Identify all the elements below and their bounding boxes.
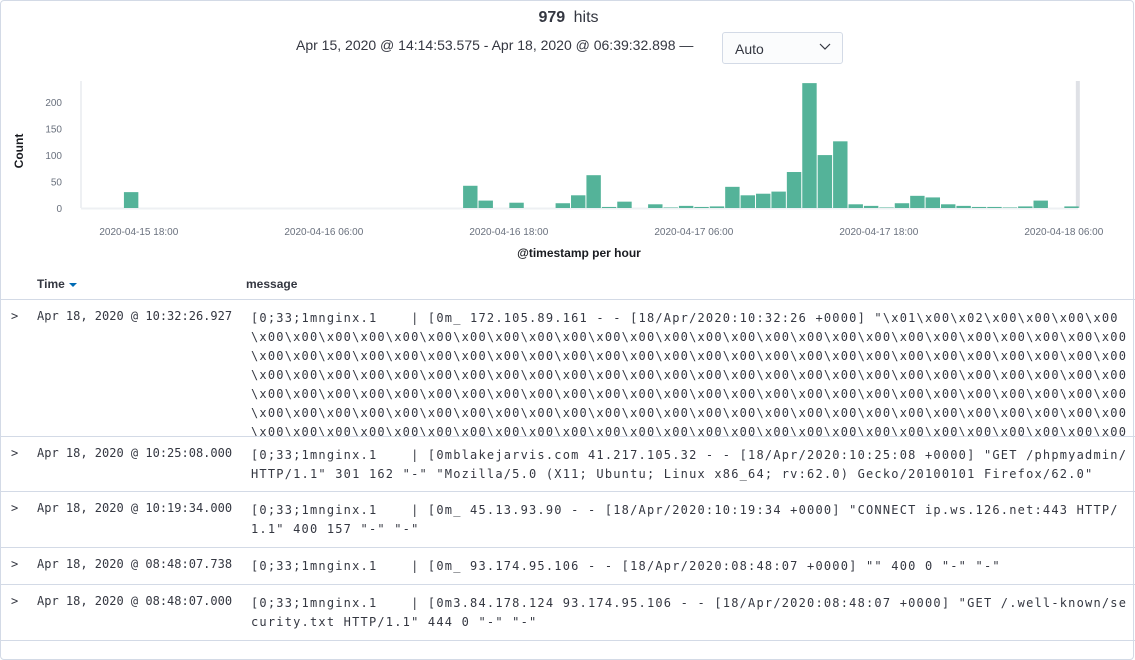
expand-row-icon[interactable]: > [11, 594, 19, 608]
histogram-bar[interactable] [1018, 206, 1033, 208]
histogram-bar[interactable] [925, 197, 941, 208]
x-tick-label: 2020-04-17 18:00 [839, 227, 918, 238]
histogram-bar[interactable] [1033, 200, 1048, 208]
y-tick-label: 100 [45, 151, 62, 162]
histogram-bar[interactable] [463, 185, 478, 208]
row-time: Apr 18, 2020 @ 10:19:34.000 [37, 501, 233, 515]
histogram-bar[interactable] [848, 204, 863, 208]
histogram-bar[interactable] [879, 207, 894, 208]
expand-row-icon[interactable]: > [11, 501, 19, 515]
row-message: [0;33;1mnginx.1 | [0m_ 93.174.95.106 - -… [251, 559, 1001, 573]
histogram-bar[interactable] [771, 191, 786, 208]
histogram-bar[interactable] [648, 204, 663, 208]
x-axis-label: @timestamp per hour [517, 246, 641, 260]
interval-value: Auto [735, 41, 764, 57]
row-message: [0;33;1mnginx.1 | [0m_ 45.13.93.90 - - [… [251, 503, 1119, 536]
table-row: > Apr 18, 2020 @ 10:19:34.000 [0;33;1mng… [1, 492, 1135, 548]
plot-area [81, 81, 1078, 208]
histogram-bar[interactable] [786, 172, 802, 208]
time-range: Apr 15, 2020 @ 14:14:53.575 - Apr 18, 20… [296, 37, 694, 53]
histogram-bar[interactable] [802, 83, 817, 208]
table-header: Time message [1, 271, 1135, 300]
histogram-bar[interactable] [956, 205, 971, 208]
histogram-bar[interactable] [694, 206, 709, 208]
column-header-message[interactable]: message [246, 277, 298, 291]
hits-label: hits [573, 9, 599, 26]
expand-row-icon[interactable]: > [11, 557, 19, 571]
interval-select[interactable]: Auto [722, 32, 843, 64]
histogram-bar[interactable] [1064, 206, 1079, 208]
range-end-marker [1075, 81, 1080, 208]
histogram-bar[interactable] [509, 202, 524, 208]
table-row: > Apr 18, 2020 @ 10:32:26.927 [0;33;1mng… [1, 300, 1135, 437]
histogram-bar[interactable] [987, 206, 1002, 208]
row-time: Apr 18, 2020 @ 08:48:07.000 [37, 594, 233, 608]
histogram-bar[interactable] [725, 186, 740, 208]
table-row: > Apr 18, 2020 @ 10:25:08.000 [0;33;1mng… [1, 437, 1135, 492]
histogram-bar[interactable] [123, 192, 139, 208]
table-row: > Apr 18, 2020 @ 08:48:07.738 [0;33;1mng… [1, 548, 1135, 585]
histogram-bar[interactable] [586, 175, 601, 208]
table-row: > Apr 18, 2020 @ 08:48:07.000 [0;33;1mng… [1, 585, 1135, 641]
hits-count: 979 [538, 9, 566, 26]
x-tick-label: 2020-04-18 06:00 [1024, 227, 1103, 238]
histogram-bar[interactable] [941, 204, 956, 208]
histogram-bar[interactable] [663, 207, 678, 208]
x-tick-label: 2020-04-16 18:00 [469, 227, 548, 238]
x-tick-label: 2020-04-17 06:00 [654, 227, 733, 238]
histogram-chart[interactable]: 0 50 100 150 200 2020-04-15 18:00 2020-04-16 0… [1, 71, 1135, 266]
histogram-bar[interactable] [756, 193, 771, 208]
hits-counter: 979 hits [1, 9, 1135, 27]
row-message: [0;33;1mnginx.1 | [0m3.84.178.124 93.174… [251, 596, 1128, 629]
histogram-bar[interactable] [601, 206, 617, 208]
row-time: Apr 18, 2020 @ 10:32:26.927 [37, 309, 233, 323]
x-tick-label: 2020-04-16 06:00 [284, 227, 363, 238]
histogram-bar[interactable] [709, 206, 725, 208]
histogram-bar[interactable] [1002, 207, 1018, 208]
histogram-bar[interactable] [833, 141, 848, 208]
y-tick-label: 50 [51, 178, 63, 189]
histogram-bar[interactable] [555, 203, 571, 208]
histogram-bar[interactable] [817, 155, 833, 208]
y-tick-label: 200 [45, 98, 62, 109]
histogram-bar[interactable] [678, 205, 694, 208]
histogram-bar[interactable] [740, 195, 756, 208]
histogram-bar[interactable] [478, 200, 493, 208]
histogram-bar[interactable] [571, 195, 586, 208]
row-message: [0;33;1mnginx.1 | [0m_ 172.105.89.161 - … [251, 311, 1128, 437]
histogram-bar[interactable] [617, 201, 632, 208]
row-time: Apr 18, 2020 @ 08:48:07.738 [37, 557, 233, 571]
row-message: [0;33;1mnginx.1 | [0mblakejarvis.com 41.… [251, 448, 1135, 481]
histogram-bar[interactable] [971, 206, 987, 208]
chevron-down-icon [819, 43, 831, 50]
expand-row-icon[interactable]: > [11, 309, 19, 323]
column-time-label: Time [37, 277, 65, 291]
x-tick-label: 2020-04-15 18:00 [99, 227, 178, 238]
y-tick-label: 0 [56, 204, 62, 215]
histogram-bar[interactable] [863, 205, 879, 208]
column-header-time[interactable]: Time [37, 277, 77, 291]
sort-desc-icon[interactable] [68, 282, 77, 287]
histogram-bar[interactable] [910, 195, 925, 208]
row-time: Apr 18, 2020 @ 10:25:08.000 [37, 446, 233, 460]
expand-row-icon[interactable]: > [11, 446, 19, 460]
y-tick-label: 150 [45, 125, 62, 136]
y-axis-label: Count [12, 134, 26, 169]
histogram-bar[interactable] [894, 203, 910, 208]
